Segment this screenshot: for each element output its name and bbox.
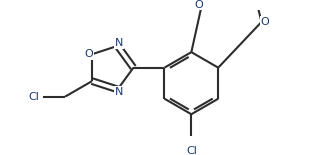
- Text: N: N: [115, 38, 123, 49]
- Text: Cl: Cl: [29, 92, 39, 102]
- Text: Cl: Cl: [186, 146, 197, 155]
- Text: O: O: [260, 17, 269, 27]
- Text: N: N: [115, 87, 123, 97]
- Text: O: O: [194, 0, 203, 10]
- Text: O: O: [84, 49, 93, 59]
